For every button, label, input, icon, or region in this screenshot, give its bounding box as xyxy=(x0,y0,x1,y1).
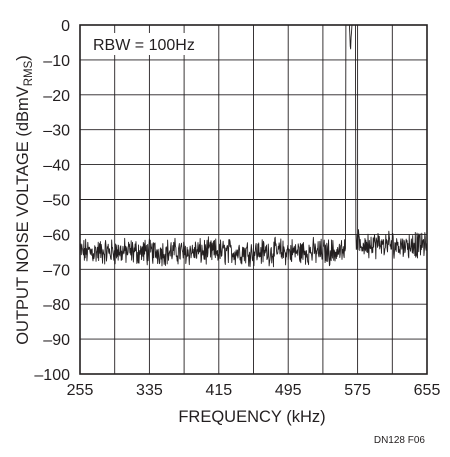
y-tick-label: –60 xyxy=(43,227,70,244)
y-tick-label: –90 xyxy=(43,332,70,349)
y-tick-labels: 0 –10 –20 –30 –40 –50 –60 –70 –80 –90 –100 xyxy=(34,18,70,384)
y-tick-label: –80 xyxy=(43,297,70,314)
y-tick-label: –50 xyxy=(43,193,70,210)
y-tick-label: –30 xyxy=(43,123,70,140)
x-tick-labels: 255 335 415 495 575 655 xyxy=(67,382,441,399)
x-tick-label: 495 xyxy=(275,382,302,399)
figure-id-label: DN128 F06 xyxy=(374,435,426,446)
y-axis-title-close: ) xyxy=(14,55,32,61)
y-tick-label: –100 xyxy=(34,367,70,384)
x-tick-label: 255 xyxy=(67,382,94,399)
y-tick-label: –70 xyxy=(43,262,70,279)
y-tick-label: 0 xyxy=(61,18,70,35)
x-tick-label: 335 xyxy=(136,382,163,399)
noise-trace xyxy=(79,24,428,268)
y-axis-title: OUTPUT NOISE VOLTAGE (dBmVRMS) xyxy=(14,55,35,345)
rbw-annotation: RBW = 100Hz xyxy=(93,37,195,54)
x-tick-label: 415 xyxy=(205,382,232,399)
x-tick-label: 655 xyxy=(414,382,441,399)
grid-lines xyxy=(80,25,427,374)
x-axis-title: FREQUENCY (kHz) xyxy=(178,408,325,426)
x-tick-label: 575 xyxy=(344,382,371,399)
y-tick-label: –20 xyxy=(43,88,70,105)
y-axis-title-main: OUTPUT NOISE VOLTAGE (dBmV xyxy=(14,86,32,345)
plot-frame xyxy=(79,24,428,375)
y-tick-label: –40 xyxy=(43,158,70,175)
y-axis-title-subscript: RMS xyxy=(23,60,35,86)
y-tick-label: –10 xyxy=(43,53,70,70)
annotation-background xyxy=(86,33,196,55)
